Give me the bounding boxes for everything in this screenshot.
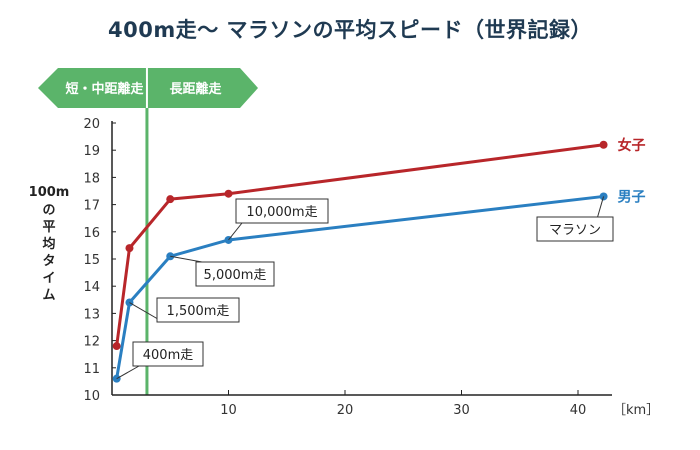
callout-label: 1,500m走	[167, 304, 230, 319]
data-point	[112, 342, 121, 351]
y-tick-label: 13	[83, 307, 100, 322]
y-axis-label-char: タ	[42, 254, 55, 269]
y-tick-label: 18	[83, 171, 100, 186]
band-short-middle	[38, 68, 146, 108]
y-axis-label-char: の	[42, 203, 55, 218]
callout-label: マラソン	[549, 223, 601, 238]
series-label: 女子	[618, 137, 646, 154]
callout-leader	[228, 222, 243, 241]
y-axis-label: 100m	[29, 185, 70, 200]
callout-box	[195, 261, 275, 287]
band-long	[147, 68, 258, 108]
series-label: 男子	[618, 189, 646, 205]
y-tick-label: 10	[83, 389, 100, 404]
data-point	[224, 189, 233, 198]
y-axis-label-char: 均	[42, 236, 55, 252]
y-tick-label: 19	[83, 144, 100, 159]
band-label-short-middle: 短・中距離走	[65, 81, 144, 97]
x-tick-label: 30	[453, 403, 470, 418]
callout-label: 10,000m走	[246, 205, 317, 220]
distance-bands: 短・中距離走 長距離走	[38, 68, 258, 108]
callout-box	[156, 297, 240, 323]
x-tick-label: 10	[220, 403, 237, 418]
y-axis-label-char: 平	[42, 220, 55, 235]
y-axis-label-char: イ	[42, 271, 55, 286]
data-point	[125, 244, 134, 253]
y-tick-label: 12	[83, 335, 100, 350]
x-axis-unit-label: ［km］	[613, 403, 659, 418]
callout-box	[132, 341, 204, 367]
callout-leader	[116, 365, 140, 380]
data-point	[166, 195, 175, 204]
y-tick-label: 15	[83, 253, 100, 268]
y-tick-label: 16	[83, 226, 100, 241]
band-label-long: 長距離走	[169, 81, 222, 97]
callout-box	[536, 216, 614, 242]
x-tick-label: 20	[337, 403, 354, 418]
y-tick-label: 14	[83, 280, 100, 295]
axes: 10 11 12 13 14 15 16 17 18 19 20 10 20 30 40 ［km］ 100m の平…	[29, 108, 659, 418]
y-tick-label: 11	[83, 362, 100, 377]
callout-leader	[597, 196, 605, 218]
y-tick-label: 20	[83, 117, 100, 132]
y-tick-label: 17	[83, 199, 100, 214]
data-point	[599, 140, 608, 149]
callout-label: 5,000m走	[204, 268, 267, 283]
callout-box	[235, 198, 329, 224]
x-tick-label: 40	[570, 403, 587, 418]
callout-label: 400m走	[143, 348, 193, 363]
callout-leader	[170, 255, 203, 263]
y-axis-label-char: ム	[42, 288, 55, 303]
chart-title: 400m走〜 マラソンの平均スピード（世界記録）	[107, 18, 593, 42]
